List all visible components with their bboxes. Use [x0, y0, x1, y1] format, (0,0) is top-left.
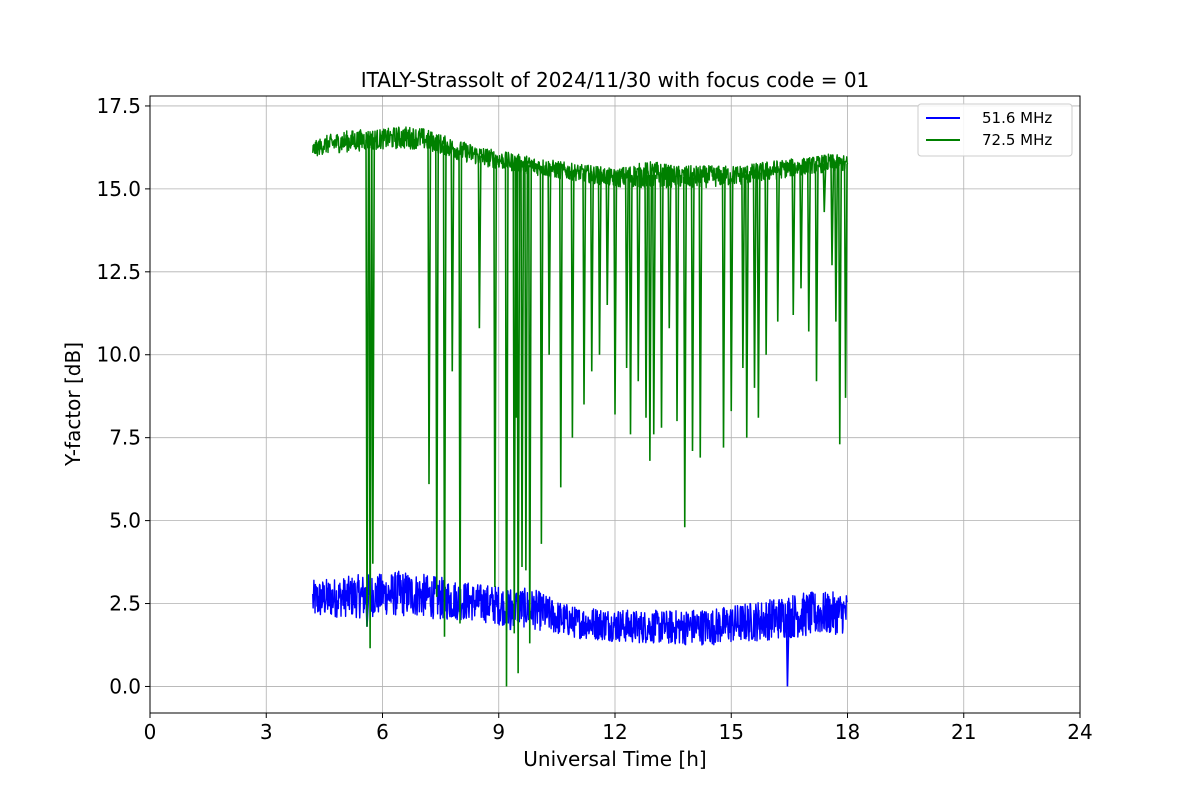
series-dip — [477, 155, 482, 329]
series-dip — [558, 170, 564, 488]
series-dip — [690, 177, 695, 451]
series-dip — [659, 175, 664, 428]
x-tick-label: 21 — [951, 720, 976, 744]
series-dip — [450, 148, 455, 372]
x-tick-label: 0 — [144, 720, 157, 744]
series-dip — [830, 163, 835, 266]
series-dip — [442, 145, 447, 637]
series-dip — [365, 139, 370, 627]
series-dip — [636, 175, 641, 382]
series-dip — [837, 163, 843, 445]
series-dip — [806, 165, 812, 332]
series-dip — [458, 150, 463, 624]
series-dip — [682, 176, 688, 528]
chart-title: ITALY-Strassolt of 2024/11/30 with focus… — [361, 68, 870, 92]
series-dip — [834, 163, 839, 322]
series-dip — [493, 159, 498, 587]
series-dip — [570, 171, 575, 438]
y-tick-label: 7.5 — [109, 426, 141, 450]
series-dip — [752, 173, 757, 388]
x-tick-label: 24 — [1067, 720, 1092, 744]
series-dip — [504, 161, 509, 687]
y-axis-title: Y-factor [dB] — [61, 342, 85, 467]
ticks-layer: 0 3 6 9 12 15 18 21 24 0.0 2.5 5.0 7.5 10.0 12.5 15.0 17… — [96, 94, 1092, 744]
series-dip — [605, 176, 610, 305]
series-dip — [613, 178, 618, 415]
series-dip — [651, 174, 657, 435]
series-dip — [516, 163, 521, 674]
series-dip — [527, 165, 533, 644]
series-72-5-mhz — [312, 126, 849, 687]
legend-label-51-6-mhz: 51.6 MHz — [982, 109, 1052, 127]
series-layer — [312, 126, 849, 687]
series-dip — [368, 139, 373, 649]
x-tick-label: 6 — [376, 720, 389, 744]
series-dip — [729, 175, 734, 412]
series-dip — [589, 174, 595, 372]
series-dip — [822, 163, 827, 213]
series-dip — [644, 175, 649, 418]
y-tick-label: 15.0 — [96, 177, 141, 201]
series-dip — [508, 606, 513, 631]
series-dip — [741, 174, 746, 369]
series-dip — [698, 176, 703, 458]
y-tick-label: 0.0 — [109, 674, 141, 698]
legend-label-72-5-mhz: 72.5 MHz — [982, 131, 1052, 149]
x-tick-label: 3 — [260, 720, 273, 744]
x-tick-label: 9 — [492, 720, 505, 744]
series-dip — [628, 176, 633, 435]
series-dip — [775, 169, 781, 322]
y-tick-label: 10.0 — [96, 343, 141, 367]
series-dip — [524, 164, 529, 571]
x-tick-label: 12 — [602, 720, 627, 744]
y-tick-label: 12.5 — [96, 260, 141, 284]
series-dip — [427, 140, 432, 485]
series-dip — [764, 171, 769, 355]
series-dip — [791, 167, 796, 315]
series-trace — [312, 570, 848, 646]
legend: 51.6 MHz 72.5 MHz — [917, 103, 1073, 157]
series-dip — [843, 163, 848, 398]
series-dip — [744, 174, 750, 438]
series-dip — [539, 167, 544, 544]
x-tick-label: 15 — [719, 720, 744, 744]
series-dip — [547, 168, 552, 355]
y-tick-label: 17.5 — [96, 94, 141, 118]
series-dip — [667, 176, 672, 329]
x-tick-label: 18 — [835, 720, 860, 744]
series-dip — [597, 175, 602, 355]
series-dip — [582, 173, 587, 405]
y-tick-label: 5.0 — [109, 509, 141, 533]
series-dip — [648, 174, 653, 461]
y-tick-label: 2.5 — [109, 592, 141, 616]
series-trace — [312, 126, 849, 189]
series-dip — [371, 139, 376, 564]
series-dip — [721, 175, 726, 448]
series-dip — [434, 142, 440, 597]
series-dip — [756, 172, 761, 418]
series-dip — [675, 176, 680, 422]
series-dip — [799, 166, 804, 289]
x-axis-title: Universal Time [h] — [523, 747, 706, 771]
series-dip — [814, 164, 819, 382]
series-dip — [624, 176, 629, 369]
series-dip — [785, 616, 790, 687]
series-dip — [520, 163, 525, 568]
